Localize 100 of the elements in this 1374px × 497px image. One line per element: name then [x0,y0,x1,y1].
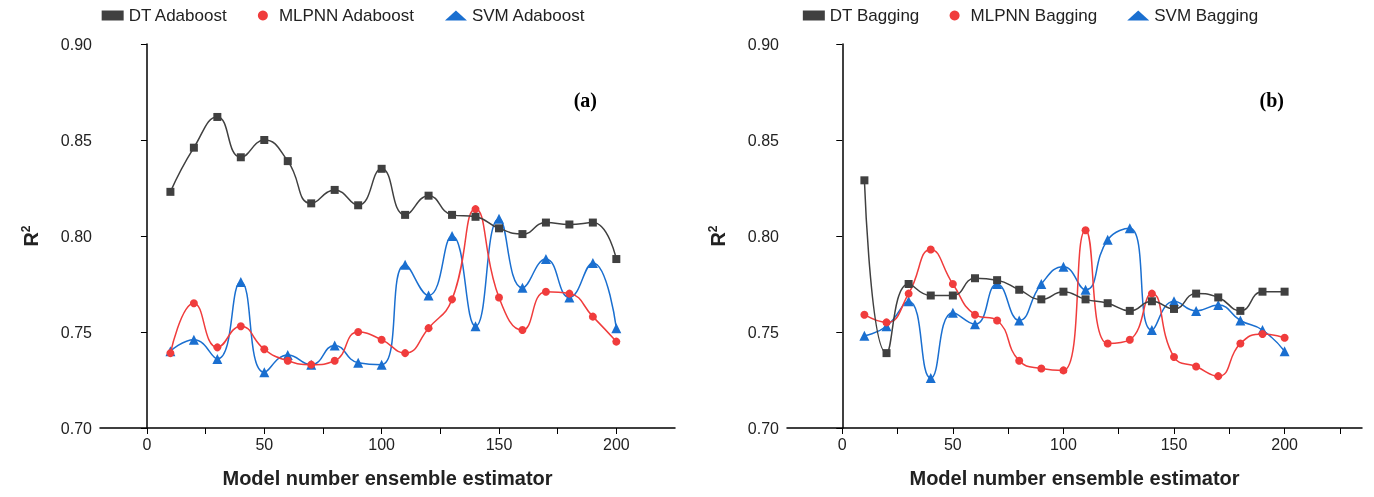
point [1213,300,1224,311]
point [213,112,222,121]
point [882,318,891,327]
point [993,276,1002,285]
point [1015,285,1024,294]
point [423,290,434,301]
point [1214,293,1223,302]
point [926,245,935,254]
point [993,316,1002,325]
point [259,367,270,378]
point [1214,372,1223,381]
point [470,321,481,332]
point [859,330,870,341]
point [471,212,480,221]
y-tick-label: 0.80 [747,227,780,245]
point [1147,289,1156,298]
point [377,164,386,173]
point [1192,362,1201,371]
point [1147,297,1156,306]
point [1037,364,1046,373]
point [1058,261,1069,272]
point [236,322,245,331]
point [307,199,316,208]
point [541,218,550,227]
y-tick-label: 0.70 [747,419,780,437]
point [860,176,869,185]
point [424,191,433,200]
legend-label: SVM Adaboost [471,6,585,25]
x-tick-label: 50 [943,435,962,453]
point [401,210,410,219]
point [1191,305,1202,316]
point [1102,234,1113,245]
annotation: (b) [1259,89,1285,112]
y-tick-label: 0.70 [60,419,93,437]
point [970,274,979,283]
point [424,324,433,333]
point [377,335,386,344]
point [1124,223,1135,234]
point [1170,352,1179,361]
point [330,356,339,365]
point [330,185,339,194]
point [1015,356,1024,365]
point [236,153,245,162]
y-tick-label: 0.90 [60,35,93,53]
point [1037,295,1046,304]
point [189,143,198,152]
point [540,254,551,265]
point [948,280,957,288]
point [1146,325,1157,336]
point [329,340,340,351]
point [1059,287,1068,296]
point [166,187,175,196]
y-axis-title: R2 [19,225,42,247]
point [517,282,528,293]
point [260,345,269,354]
point [283,356,292,365]
point [1279,346,1290,357]
point [860,310,869,319]
y-tick-label: 0.90 [747,35,780,53]
point [1258,287,1267,296]
point [947,307,958,318]
point [354,328,363,336]
point [882,349,891,358]
legend-label: MLPNN Bagging [970,6,1098,25]
point [494,224,503,233]
point [588,312,597,321]
point [541,287,550,296]
point [1080,284,1091,295]
x-tick-label: 200 [602,435,630,453]
point [471,205,480,214]
x-tick-label: 0 [142,435,152,453]
point [904,289,913,298]
y-tick-label: 0.75 [60,323,93,341]
x-tick-label: 150 [485,435,513,453]
point [494,293,503,302]
point [1125,306,1134,315]
point [1125,335,1134,344]
point [612,255,621,264]
point [926,291,935,300]
x-tick-label: 100 [1050,435,1077,453]
x-tick-label: 150 [1160,435,1188,453]
x-tick-label: 0 [837,435,847,453]
point [1280,333,1289,342]
y-tick-label: 0.85 [747,131,780,149]
x-tick-label: 200 [1271,435,1299,453]
point [1236,339,1245,348]
point [518,230,527,239]
point [1103,339,1112,348]
point [612,337,621,346]
point [904,280,913,288]
point [1081,226,1090,235]
point [1170,304,1179,313]
x-axis-title: Model number ensemble estimator [909,467,1240,489]
annotation: (a) [573,89,598,112]
point [212,353,223,364]
legend-label: MLPNN Adaboost [278,6,415,25]
point [1014,315,1025,326]
y-tick-label: 0.85 [60,131,93,149]
y-axis-title: R2 [706,225,729,247]
point [188,334,199,345]
